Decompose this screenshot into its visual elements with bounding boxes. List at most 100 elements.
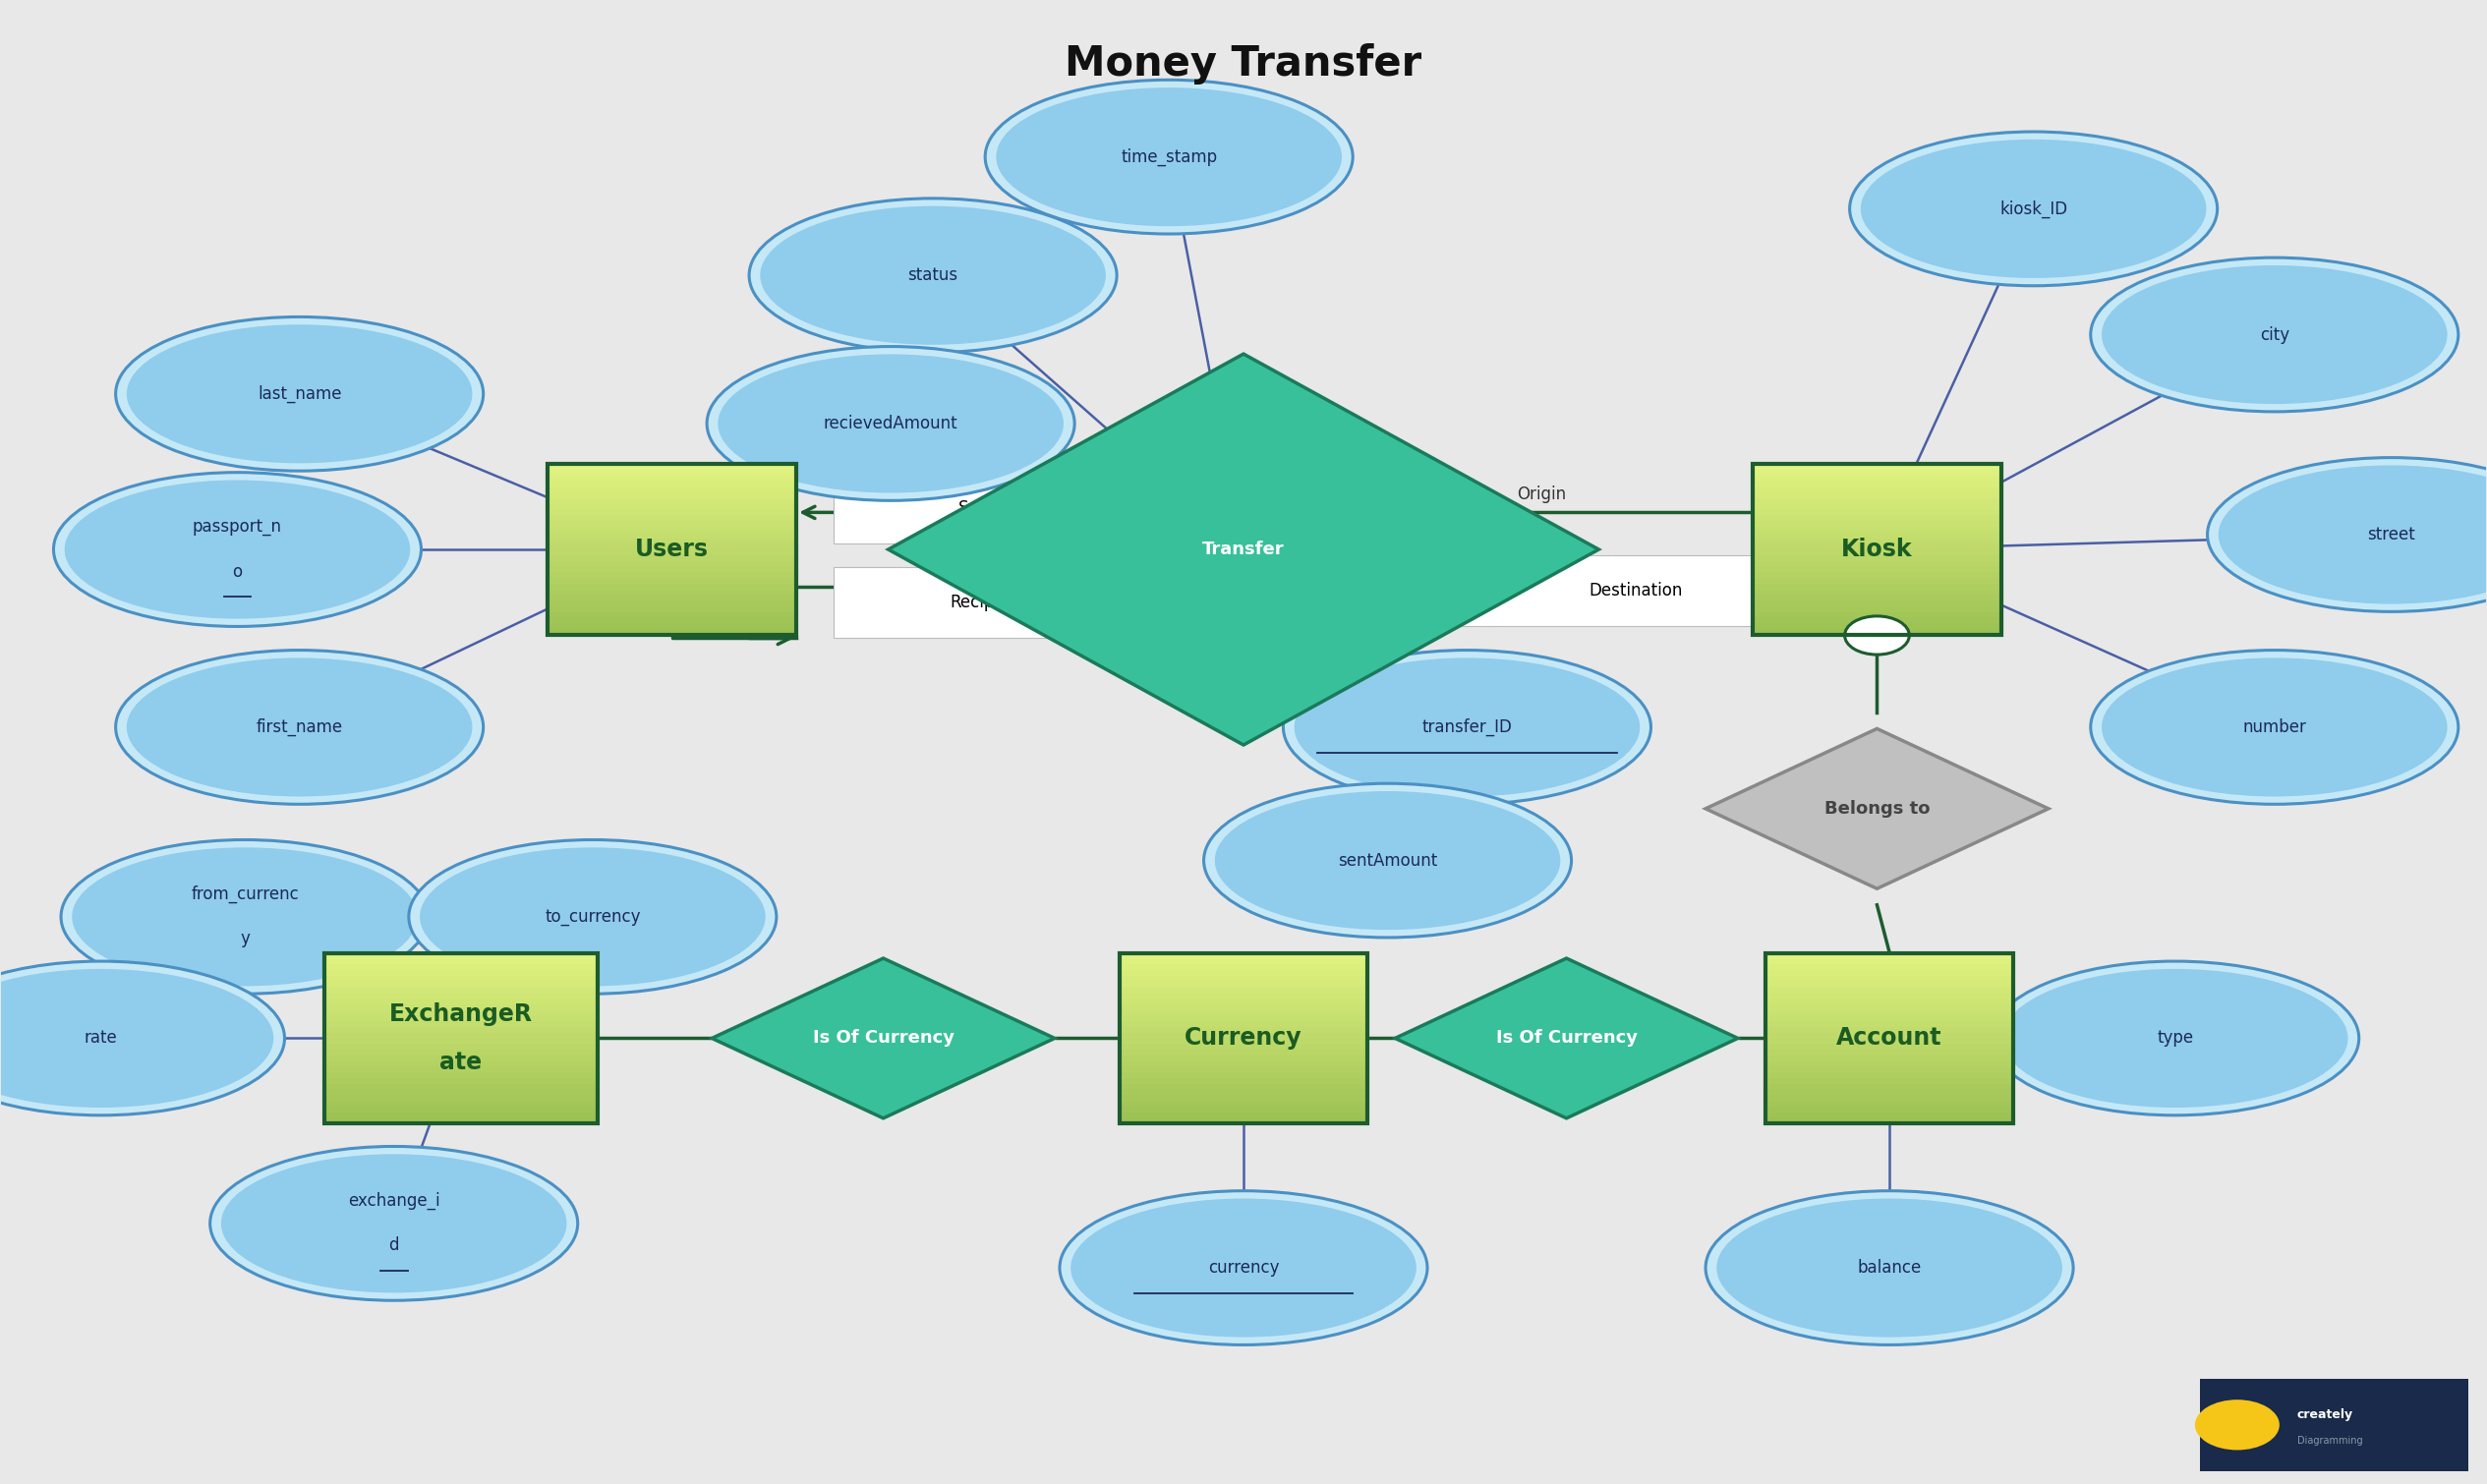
Bar (833, 567, 1142, 638)
Ellipse shape (706, 346, 1074, 500)
Bar (1766, 981, 2014, 987)
Text: Recipient: Recipient (950, 594, 1025, 611)
Bar (1119, 1067, 1368, 1073)
Ellipse shape (62, 840, 428, 994)
Bar (1753, 539, 2002, 543)
Ellipse shape (2002, 969, 2348, 1107)
Bar (323, 1095, 597, 1101)
Bar (323, 1073, 597, 1077)
Bar (547, 617, 796, 623)
Bar (1753, 515, 2002, 521)
Text: currency: currency (1209, 1258, 1278, 1276)
Bar (1753, 505, 2002, 509)
Ellipse shape (1059, 1190, 1428, 1345)
Bar (547, 464, 796, 635)
Text: street: street (2368, 525, 2415, 543)
Bar (1753, 549, 2002, 555)
Bar (1119, 987, 1368, 993)
Ellipse shape (0, 969, 274, 1107)
Bar (1766, 1033, 2014, 1039)
Bar (1119, 1021, 1368, 1027)
Bar (547, 567, 796, 573)
Bar (1119, 1015, 1368, 1021)
Text: time_stamp: time_stamp (1122, 148, 1216, 166)
Ellipse shape (2102, 266, 2447, 404)
Text: Is Of Currency: Is Of Currency (1495, 1030, 1636, 1048)
Bar (1753, 470, 2002, 475)
Bar (1766, 1005, 2014, 1011)
Bar (1753, 577, 2002, 583)
Text: Account: Account (1835, 1027, 1942, 1051)
Bar (323, 1015, 597, 1021)
Ellipse shape (1072, 1199, 1415, 1337)
Ellipse shape (209, 1146, 577, 1300)
Bar (547, 543, 796, 549)
Bar (1766, 987, 2014, 993)
Bar (1753, 527, 2002, 533)
Bar (323, 953, 597, 959)
Bar (1119, 1117, 1368, 1123)
Ellipse shape (1992, 962, 2360, 1116)
Bar (323, 1061, 597, 1067)
Text: type: type (2156, 1030, 2194, 1048)
Circle shape (2196, 1399, 2281, 1450)
Bar (1766, 993, 2014, 999)
Bar (547, 470, 796, 475)
Bar (1766, 1067, 2014, 1073)
Text: Currency: Currency (1184, 1027, 1303, 1051)
Bar (547, 464, 796, 470)
Bar (1766, 1083, 2014, 1089)
Bar (1753, 583, 2002, 589)
Bar (1766, 1049, 2014, 1055)
Bar (1766, 1021, 2014, 1027)
Text: Sender: Sender (957, 499, 1017, 516)
Polygon shape (888, 353, 1599, 745)
Bar (547, 629, 796, 635)
Bar (1119, 1095, 1368, 1101)
Ellipse shape (997, 88, 1343, 226)
Bar (1119, 1049, 1368, 1055)
Bar (1753, 555, 2002, 561)
Bar (323, 953, 597, 1123)
Bar (1119, 981, 1368, 987)
Bar (1119, 1061, 1368, 1067)
Bar (547, 539, 796, 543)
Bar (323, 1005, 597, 1011)
Bar (1753, 543, 2002, 549)
Bar (547, 555, 796, 561)
Text: Is Of Currency: Is Of Currency (813, 1030, 955, 1048)
Text: number: number (2243, 718, 2305, 736)
Text: exchange_i: exchange_i (348, 1192, 440, 1209)
Bar (547, 527, 796, 533)
Bar (1119, 1033, 1368, 1039)
Bar (1753, 509, 2002, 515)
Ellipse shape (114, 318, 482, 470)
Bar (2201, 1379, 2467, 1471)
Ellipse shape (1293, 657, 1639, 797)
Bar (323, 1089, 597, 1095)
Text: first_name: first_name (256, 718, 343, 736)
Bar (1766, 1043, 2014, 1049)
Bar (1766, 1117, 2014, 1123)
Bar (547, 499, 796, 505)
Bar (323, 1021, 597, 1027)
Bar (1766, 1015, 2014, 1021)
Text: balance: balance (1858, 1258, 1922, 1276)
Bar (323, 1107, 597, 1112)
Ellipse shape (1214, 791, 1559, 930)
Ellipse shape (761, 206, 1107, 344)
Bar (547, 611, 796, 617)
Text: from_currenc: from_currenc (191, 886, 298, 904)
Bar (1753, 493, 2002, 499)
Text: status: status (908, 267, 957, 285)
Bar (547, 475, 796, 481)
Bar (323, 987, 597, 993)
Bar (1766, 1055, 2014, 1061)
Ellipse shape (985, 80, 1353, 234)
Ellipse shape (221, 1155, 567, 1293)
Bar (1753, 533, 2002, 539)
Bar (1119, 993, 1368, 999)
Bar (1766, 999, 2014, 1005)
Text: Origin: Origin (1517, 485, 1567, 503)
Bar (1119, 1011, 1368, 1015)
